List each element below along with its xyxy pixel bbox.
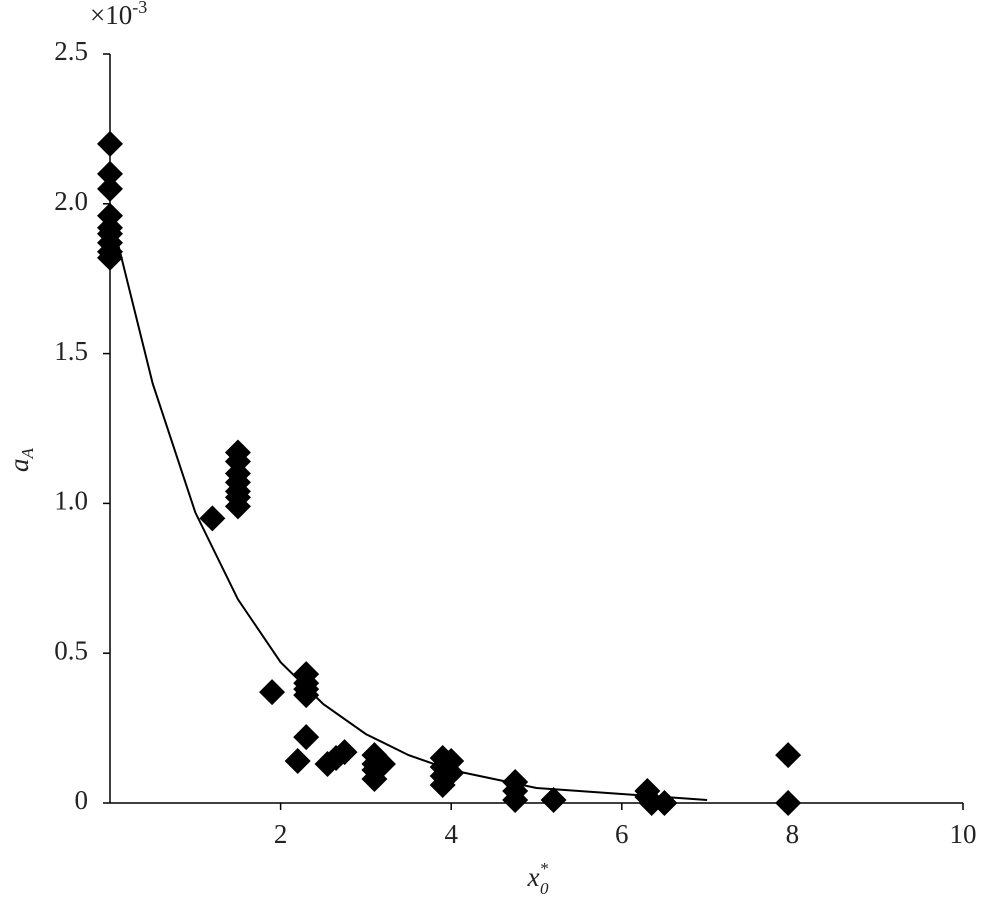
data-point <box>224 493 251 520</box>
y-tick-label: 2.0 <box>54 186 88 216</box>
data-point <box>438 760 465 787</box>
data-point <box>199 505 226 532</box>
x-axis-label-sup: * <box>539 859 548 878</box>
x-axis-label-main: x <box>527 862 540 892</box>
y-tick-label: 1.5 <box>54 336 88 366</box>
data-point <box>502 787 529 814</box>
y-tick-label: 2.5 <box>54 36 88 66</box>
data-point <box>369 751 396 778</box>
x-tick-label: 6 <box>615 819 629 849</box>
y-axis-label-sub: A <box>18 447 37 459</box>
data-point <box>775 790 802 816</box>
x-tick-label: 2 <box>274 819 288 849</box>
y-tick-label: 1.0 <box>54 486 88 516</box>
data-point <box>775 742 802 769</box>
data-point <box>97 160 123 187</box>
data-point <box>259 679 286 706</box>
y-tick-label: 0.5 <box>54 635 88 665</box>
y-scale-base: ×10 <box>90 0 132 30</box>
x-axis-label-sub: 0 <box>540 879 549 898</box>
data-point <box>97 244 123 271</box>
data-point <box>97 175 123 202</box>
data-point <box>97 130 123 157</box>
data-point <box>293 682 320 709</box>
fit-curve <box>117 245 708 801</box>
y-axis-label-main: a <box>4 458 34 472</box>
x-tick-label: 10 <box>950 819 977 849</box>
data-point <box>540 787 567 814</box>
x-tick-label: 4 <box>444 819 458 849</box>
x-axis-label: x* 0 <box>527 859 549 898</box>
y-scale-label: ×10-3 <box>90 0 147 30</box>
data-point <box>293 724 320 751</box>
data-point <box>331 739 358 766</box>
data-point <box>284 748 311 775</box>
y-tick-label: 0 <box>75 785 89 815</box>
x-tick-label: 8 <box>786 819 800 849</box>
y-axis-label: aA <box>4 447 37 472</box>
y-scale-exp: -3 <box>132 0 147 17</box>
